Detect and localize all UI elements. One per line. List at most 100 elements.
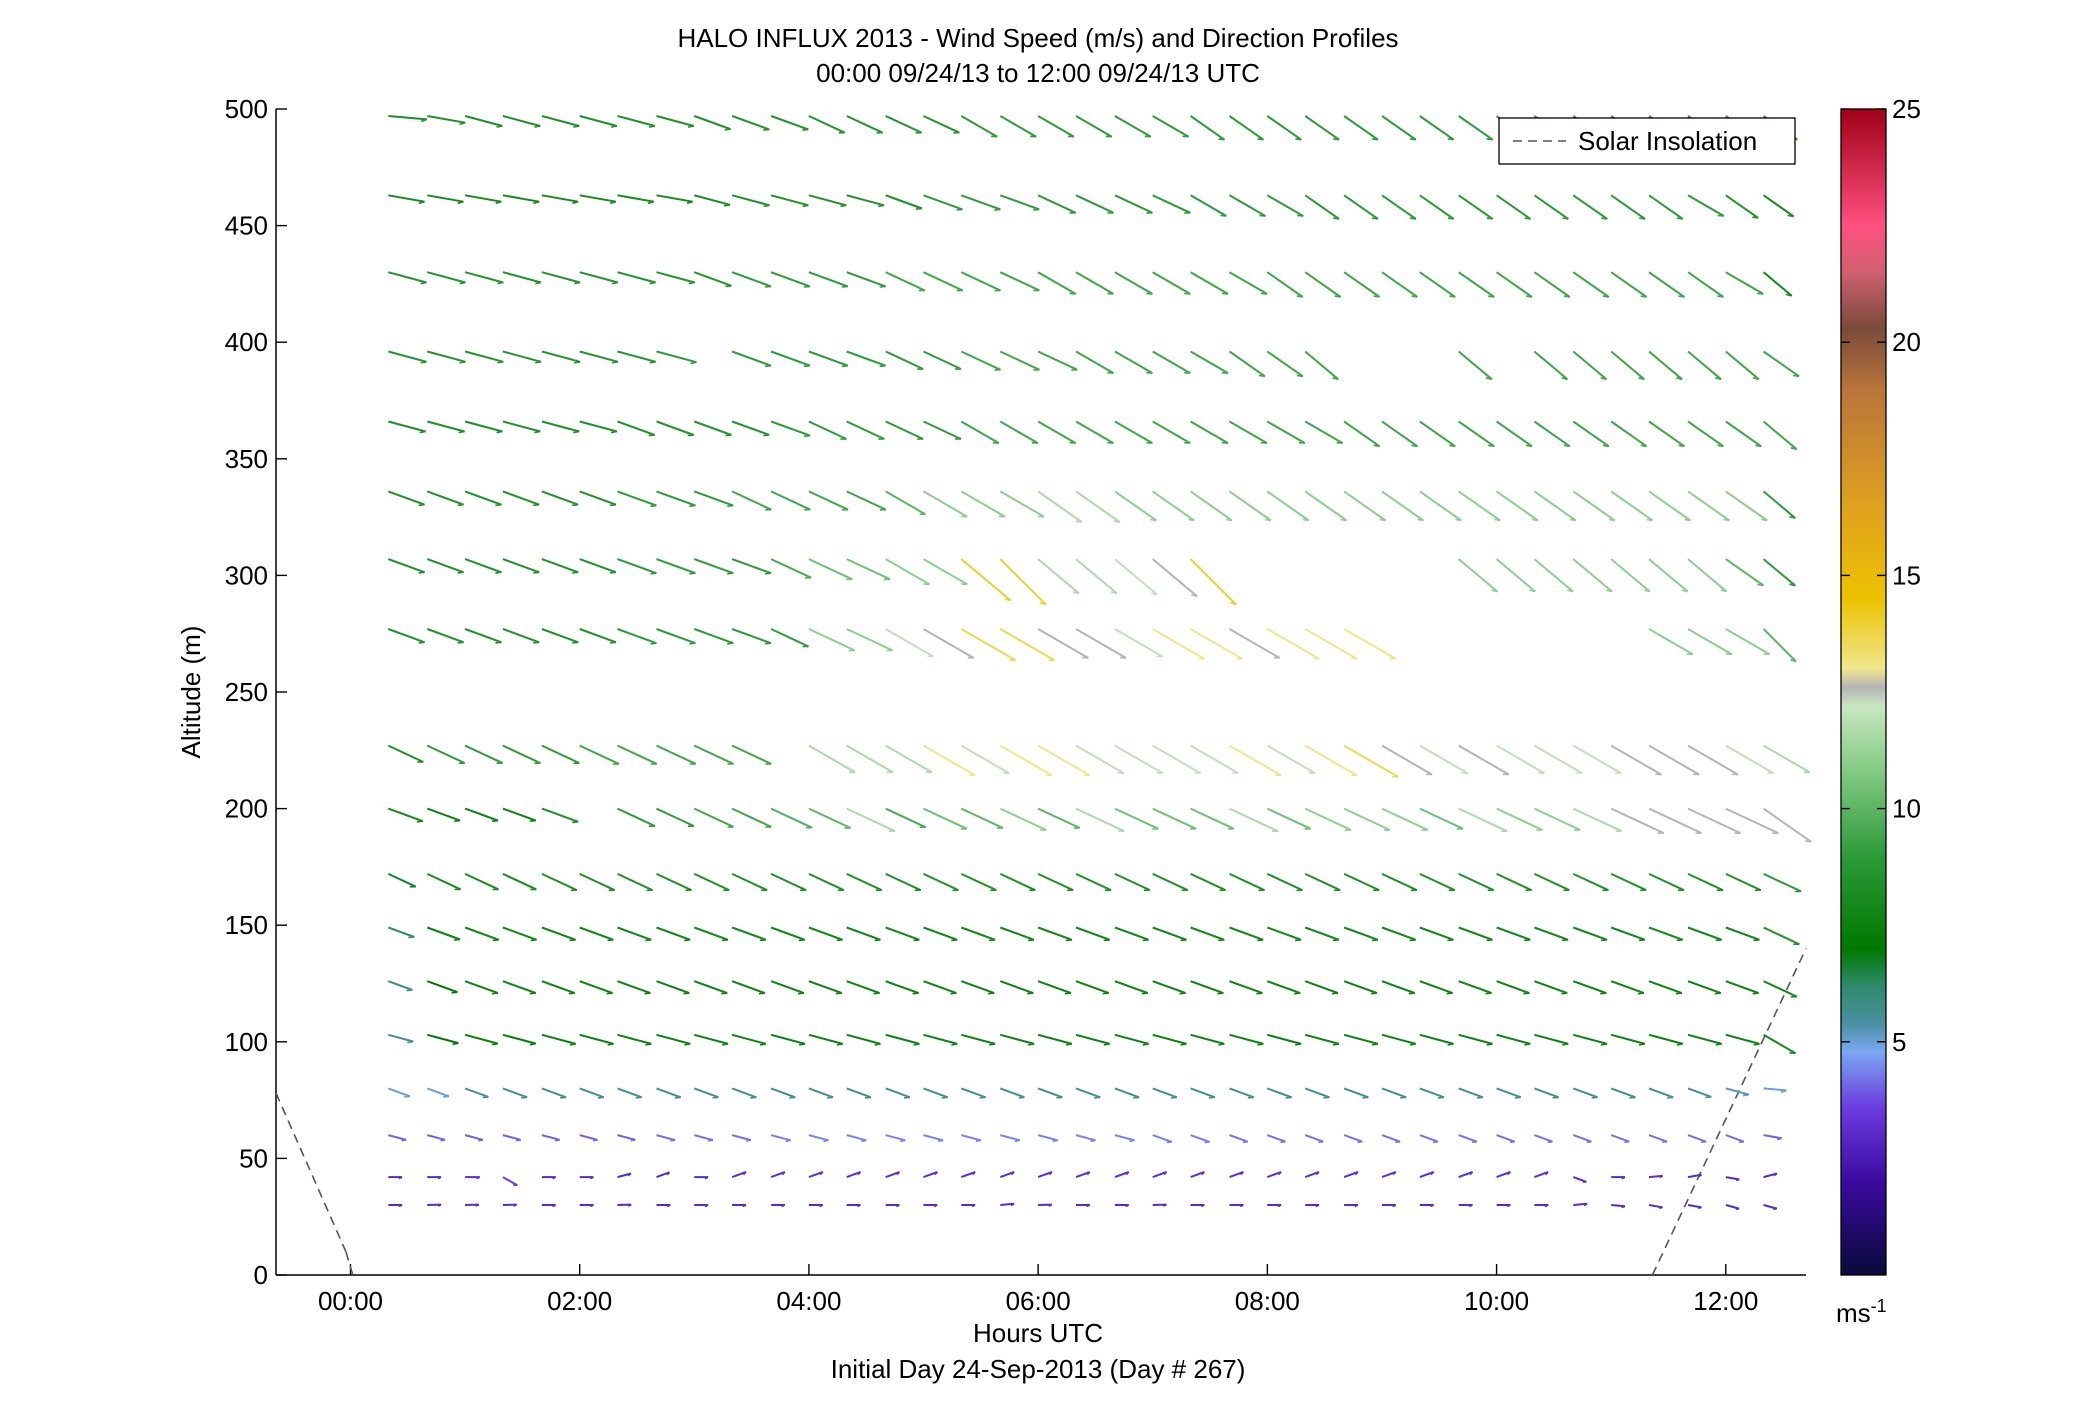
wind-vector-head (1064, 992, 1072, 995)
wind-vector (426, 926, 461, 941)
wind-vector-head (913, 939, 920, 942)
wind-vector (808, 1134, 829, 1142)
wind-vector-head (478, 1139, 484, 1142)
wind-vector (464, 115, 503, 127)
wind-vector (1190, 420, 1229, 444)
wind-vector (1229, 872, 1265, 892)
wind-vector (1496, 1134, 1516, 1143)
wind-vector (1037, 926, 1073, 941)
wind-vector-head (529, 1042, 536, 1046)
wind-vector (960, 1171, 976, 1179)
wind-vector-head (1170, 1096, 1177, 1099)
wind-vector-head (1446, 992, 1453, 995)
wind-vector-head (496, 430, 503, 434)
wind-vector (1763, 1172, 1778, 1179)
wind-vector (731, 490, 772, 511)
wind-vector (1304, 628, 1358, 660)
wind-vector (1496, 807, 1543, 831)
wind-vector (693, 628, 734, 645)
wind-vector (808, 1033, 843, 1045)
wind-vector-head (989, 1043, 996, 1046)
wind-vector (541, 807, 579, 823)
wind-vector-head (610, 125, 618, 128)
wind-vector-head (1257, 138, 1264, 141)
wind-vector-head (574, 361, 581, 364)
wind-vector (1610, 1033, 1646, 1045)
wind-vector-head (1697, 1206, 1702, 1210)
wind-vector-head (418, 641, 425, 644)
wind-vector (464, 628, 502, 644)
wind-vector (923, 807, 968, 830)
wind-vector (388, 115, 427, 121)
wind-vector-head (1681, 589, 1688, 593)
wind-vector-head (687, 434, 694, 437)
wind-vector (1610, 271, 1648, 298)
wind-vector-head (572, 641, 579, 644)
wind-vector (770, 194, 809, 207)
wind-vector (1266, 872, 1303, 892)
wind-vector-head (491, 819, 499, 822)
wind-vector-head (1735, 1178, 1740, 1182)
wind-vector-head (609, 641, 617, 644)
wind-vector-head (572, 571, 579, 574)
wind-vector (808, 350, 849, 367)
wind-vector-head (1561, 377, 1568, 381)
wind-vector-head (670, 1139, 676, 1142)
wind-vector-head (1606, 589, 1613, 593)
y-tick-label: 50 (239, 1143, 268, 1173)
wind-vector (1533, 271, 1571, 298)
wind-vector-head (406, 989, 413, 992)
solar-insolation-lines (275, 948, 1807, 1276)
wind-vector (502, 115, 541, 127)
wind-vector-head (1334, 295, 1341, 298)
wind-vector (1304, 490, 1348, 522)
wind-vector-head (1485, 992, 1492, 995)
wind-vector (1610, 350, 1645, 381)
wind-vector (1610, 872, 1647, 892)
wind-vector-head (1486, 138, 1493, 141)
wind-vector-head (1586, 1140, 1592, 1143)
wind-vector (617, 558, 657, 575)
wind-vector (1266, 1087, 1292, 1099)
wind-vector-head (1295, 138, 1302, 141)
wind-vector (1687, 744, 1739, 776)
wind-vector (1687, 558, 1728, 593)
wind-vector (1687, 1087, 1712, 1098)
wind-vector-head (607, 1043, 614, 1046)
wind-vector (464, 490, 502, 506)
wind-vector-head (1524, 939, 1531, 942)
wind-vector-head (1072, 591, 1080, 595)
wind-vector-head (1780, 1089, 1787, 1094)
wind-vector (846, 980, 880, 995)
wind-vector (1495, 558, 1536, 593)
wind-vector (1075, 490, 1121, 523)
wind-vector (1229, 1171, 1244, 1179)
wind-vector-head (1488, 444, 1495, 448)
wind-vector (1572, 490, 1616, 522)
wind-vector-head (1260, 292, 1268, 295)
wind-vector (693, 872, 730, 892)
wind-vector (1037, 744, 1091, 777)
wind-vector (731, 1087, 757, 1099)
wind-vector (1075, 350, 1114, 374)
wind-vector (1114, 194, 1153, 214)
wind-vector (1725, 1134, 1745, 1143)
wind-vector (617, 926, 652, 941)
wind-vector-head (1258, 374, 1266, 378)
wind-vector (770, 1171, 786, 1179)
wind-vector-head (1409, 1043, 1416, 1046)
wind-vector (1381, 115, 1417, 141)
wind-vector-head (879, 364, 886, 368)
wind-vector (656, 926, 691, 941)
wind-vector (1687, 194, 1725, 217)
wind-vector-head (1409, 939, 1416, 942)
wind-vector-head (1039, 601, 1047, 606)
wind-vector-head (1247, 1096, 1254, 1099)
wind-vector-head (1011, 1171, 1015, 1176)
wind-vector (885, 872, 922, 892)
wind-vector-head (857, 1171, 862, 1176)
wind-vector-head (398, 1204, 403, 1208)
wind-vector-head (798, 939, 805, 942)
wind-vector-head (1717, 214, 1724, 217)
wind-vector (579, 271, 619, 284)
